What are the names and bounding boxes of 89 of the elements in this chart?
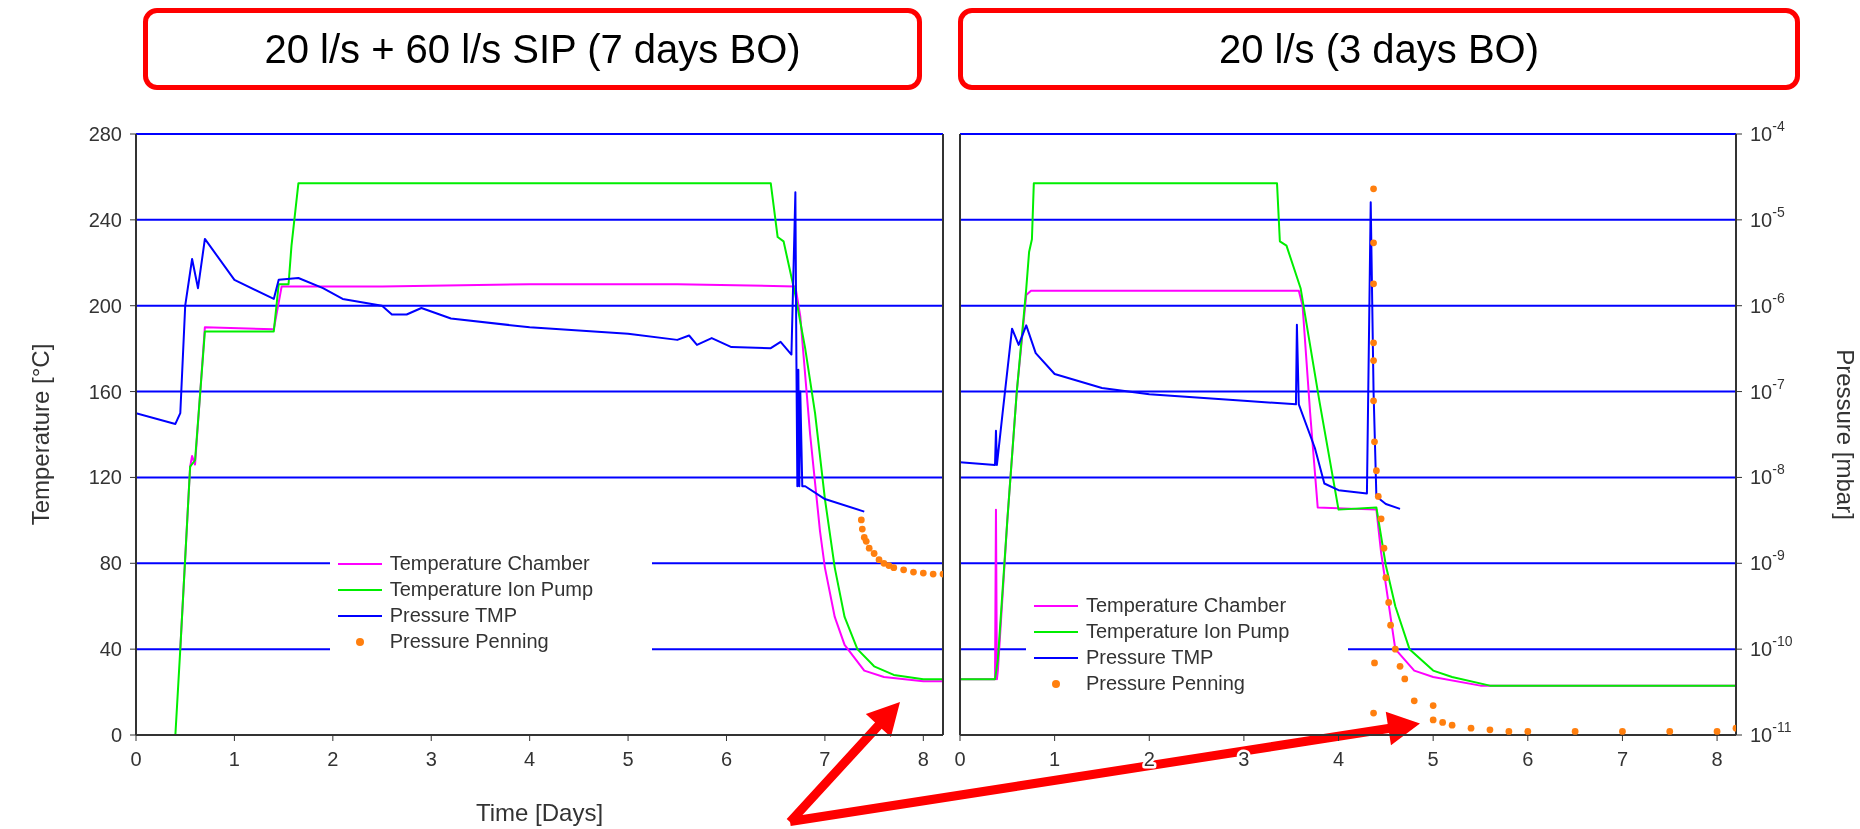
y2-tick-label: 10$^{-5}$ xyxy=(1750,203,1785,231)
point xyxy=(1619,728,1626,735)
y2-axis-title: Pressure [mbar] xyxy=(1832,349,1860,520)
point xyxy=(1713,728,1721,735)
y-tick-label: 240 xyxy=(88,208,122,231)
point xyxy=(900,566,908,574)
point xyxy=(1401,675,1409,683)
legend-label: Pressure TMP xyxy=(1085,646,1214,670)
y2-tick-label: 10$^{-4}$ xyxy=(1750,118,1785,145)
y-axis-title: Temperature [°C] xyxy=(26,343,54,526)
y-tick-label: 160 xyxy=(88,380,122,403)
point xyxy=(1571,728,1579,735)
y2-tick-label: 10$^{-6}$ xyxy=(1750,289,1785,317)
x-tick-label: 6 xyxy=(720,748,733,770)
x-tick-label: 0 xyxy=(954,748,966,770)
x-tick-label: 4 xyxy=(1332,748,1345,770)
point xyxy=(1666,728,1674,735)
x-tick-label: 4 xyxy=(524,748,536,770)
y2-tick-label: 10$^{-7}$ xyxy=(1750,375,1785,403)
point xyxy=(1370,239,1377,247)
legend-label: Pressure Penning xyxy=(389,630,549,654)
point xyxy=(1374,493,1382,500)
x-tick-label: 1 xyxy=(1049,748,1061,770)
point xyxy=(929,570,937,578)
point xyxy=(1429,702,1437,709)
point xyxy=(890,564,898,572)
x-tick-label: 6 xyxy=(1522,748,1534,770)
point xyxy=(870,550,878,557)
point xyxy=(875,556,883,564)
point xyxy=(1382,574,1390,582)
legend-label: Temperature Ion Pump xyxy=(1085,620,1290,644)
point xyxy=(862,537,870,545)
legend-label: Temperature Chamber xyxy=(389,552,590,576)
point xyxy=(1371,659,1378,667)
point xyxy=(1380,544,1388,552)
x-tick-label: 7 xyxy=(819,748,831,770)
point xyxy=(1439,719,1447,726)
point xyxy=(1391,645,1399,653)
point xyxy=(919,569,927,577)
point xyxy=(1387,621,1394,629)
x-tick-label: 2 xyxy=(327,748,339,770)
legend-label: Pressure Penning xyxy=(1085,672,1245,696)
x-tick-label: 0 xyxy=(130,748,142,770)
point xyxy=(1370,397,1377,405)
point xyxy=(1396,662,1404,670)
point xyxy=(1373,467,1380,475)
point xyxy=(1505,728,1513,735)
y2-tick-label: 10$^{-8}$ xyxy=(1750,461,1785,489)
legend-label: Pressure TMP xyxy=(389,604,518,628)
point xyxy=(1370,709,1377,717)
y-tick-label: 280 xyxy=(88,123,122,145)
point xyxy=(1410,697,1418,705)
point xyxy=(1429,716,1437,724)
y-tick-label: 120 xyxy=(88,466,122,489)
y-tick-label: 0 xyxy=(110,724,122,746)
x-tick-label: 3 xyxy=(425,748,437,770)
y2-tick-label: 10$^{-10}$ xyxy=(1750,633,1793,661)
point xyxy=(1370,339,1377,347)
point xyxy=(1385,599,1393,606)
point xyxy=(910,568,917,576)
point xyxy=(857,516,865,524)
y-tick-label: 40 xyxy=(99,638,122,661)
point xyxy=(1524,728,1532,735)
chart-title: 20 l/s + 60 l/s SIP (7 days BO) xyxy=(143,8,922,90)
y2-tick-label: 10$^{-11}$ xyxy=(1750,719,1792,746)
x-tick-label: 1 xyxy=(228,748,240,770)
point xyxy=(1377,515,1385,523)
point xyxy=(1371,438,1378,446)
point xyxy=(1448,721,1456,729)
point xyxy=(1486,726,1494,734)
legend-label: Temperature Ion Pump xyxy=(389,578,594,602)
x-tick-label: 8 xyxy=(917,748,929,770)
point xyxy=(1370,280,1377,288)
point xyxy=(858,525,866,533)
point xyxy=(1370,185,1377,193)
y2-tick-label: 10$^{-9}$ xyxy=(1750,547,1785,575)
point xyxy=(865,544,873,552)
y-tick-label: 80 xyxy=(99,552,122,575)
point xyxy=(1467,724,1475,732)
x-tick-label: 8 xyxy=(1711,748,1723,770)
x-tick-label: 5 xyxy=(622,748,634,770)
point xyxy=(1370,357,1377,364)
point xyxy=(885,562,893,569)
x-tick-label: 5 xyxy=(1427,748,1439,770)
y-tick-label: 200 xyxy=(88,294,122,317)
legend-label: Temperature Chamber xyxy=(1085,594,1287,618)
chart-title: 20 l/s (3 days BO) xyxy=(958,8,1800,90)
x-axis-title: Time [Days] xyxy=(475,799,604,826)
x-tick-label: 7 xyxy=(1616,748,1628,770)
